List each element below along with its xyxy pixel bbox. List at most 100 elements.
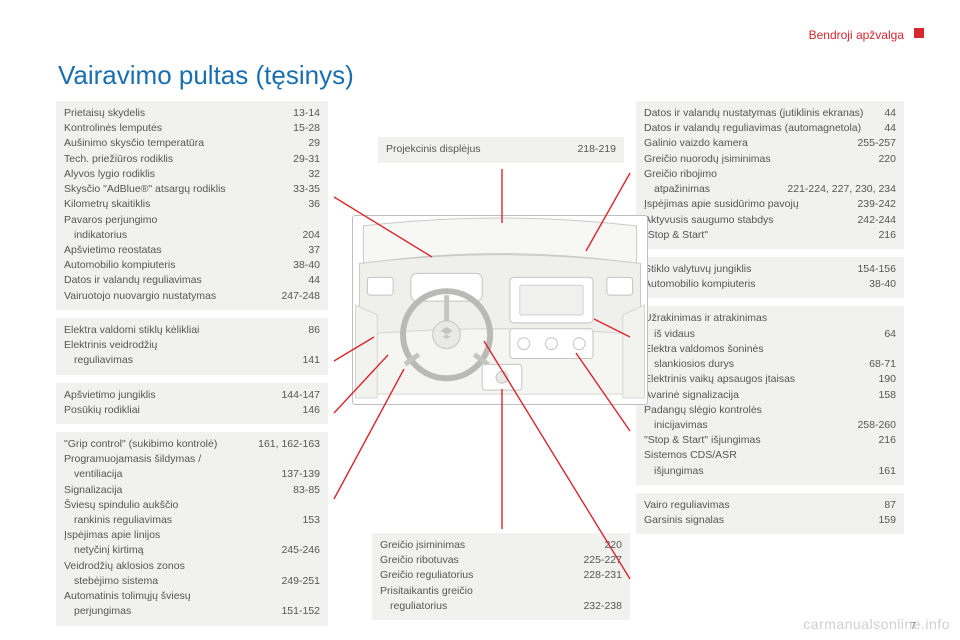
- index-row: Garsinis signalas159: [644, 513, 896, 528]
- index-label: "Grip control" (sukibimo kontrolė): [64, 437, 258, 452]
- index-label: inicijavimas: [644, 418, 857, 433]
- index-row: atpažinimas221-224, 227, 230, 234: [644, 182, 896, 197]
- index-label: Datos ir valandų reguliavimas (automagne…: [644, 121, 884, 136]
- index-page-ref: 36: [308, 197, 320, 212]
- index-row: Datos ir valandų reguliavimas44: [64, 273, 320, 288]
- index-row: Pavaros perjungimo: [64, 213, 320, 228]
- index-label: "Stop & Start" išjungimas: [644, 433, 878, 448]
- index-label: Elektrinis veidrodžių: [64, 338, 320, 353]
- index-block: Apšvietimo jungiklis144-147Posūkių rodik…: [56, 383, 328, 424]
- index-label: Įspėjimas apie linijos: [64, 528, 320, 543]
- index-row: Greičio ribojimo: [644, 167, 896, 182]
- index-page-ref: 153: [302, 513, 320, 528]
- index-row: Veidrodžių aklosios zonos: [64, 559, 320, 574]
- index-page-ref: 216: [878, 228, 896, 243]
- index-label: Skysčio "AdBlue®" atsargų rodiklis: [64, 182, 293, 197]
- index-row: inicijavimas258-260: [644, 418, 896, 433]
- index-label: Stiklo valytuvų jungiklis: [644, 262, 857, 277]
- index-row: Datos ir valandų reguliavimas (automagne…: [644, 121, 896, 136]
- index-label: Galinio vaizdo kamera: [644, 136, 857, 151]
- left-column: Prietaisų skydelis13-14Kontrolinės lempu…: [56, 101, 328, 634]
- index-row: Kilometrų skaitiklis36: [64, 197, 320, 212]
- index-label: Prisitaikantis greičio: [380, 584, 622, 599]
- index-label: Automobilio kompiuteris: [644, 277, 869, 292]
- index-row: Užrakinimas ir atrakinimas: [644, 311, 896, 326]
- index-page-ref: 13-14: [293, 106, 320, 121]
- index-row: Elektrinis vaikų apsaugos įtaisas190: [644, 372, 896, 387]
- index-label: Šviesų spindulio aukščio: [64, 498, 320, 513]
- index-row: Prietaisų skydelis13-14: [64, 106, 320, 121]
- index-row: stebėjimo sistema249-251: [64, 574, 320, 589]
- index-row: Alyvos lygio rodiklis32: [64, 167, 320, 182]
- index-row: Automobilio kompiuteris38-40: [64, 258, 320, 273]
- index-page-ref: 86: [308, 323, 320, 338]
- index-row: Apšvietimo reostatas37: [64, 243, 320, 258]
- index-label: ventiliacija: [64, 467, 281, 482]
- page-number: 7: [910, 621, 916, 632]
- index-row: Sistemos CDS/ASR: [644, 448, 896, 463]
- index-row: Kontrolinės lemputės15-28: [64, 121, 320, 136]
- index-label: reguliavimas: [64, 353, 302, 368]
- index-label: išjungimas: [644, 464, 878, 479]
- index-row: Vairuotojo nuovargio nustatymas247-248: [64, 289, 320, 304]
- watermark: carmanualsonline.info: [803, 616, 950, 632]
- index-label: rankinis reguliavimas: [64, 513, 302, 528]
- index-row: Automatinis tolimųjų šviesų: [64, 589, 320, 604]
- index-label: Greičio nuorodų įsiminimas: [644, 152, 878, 167]
- index-label: Apšvietimo reostatas: [64, 243, 308, 258]
- index-label: Datos ir valandų reguliavimas: [64, 273, 308, 288]
- index-row: Elektra valdomi stiklų kėlikliai86: [64, 323, 320, 338]
- dashboard-svg: [353, 216, 647, 404]
- index-page-ref: 245-246: [281, 543, 320, 558]
- index-row: Padangų slėgio kontrolės: [644, 403, 896, 418]
- index-row: reguliatorius232-238: [380, 599, 622, 614]
- index-row: netyčinį kirtimą245-246: [64, 543, 320, 558]
- index-row: Programuojamasis šildymas /: [64, 452, 320, 467]
- index-page-ref: 158: [878, 388, 896, 403]
- index-row: Signalizacija83-85: [64, 483, 320, 498]
- index-row: slankiosios durys68-71: [644, 357, 896, 372]
- index-row: Posūkių rodikliai146: [64, 403, 320, 418]
- index-row: išjungimas161: [644, 464, 896, 479]
- index-row: Prisitaikantis greičio: [380, 584, 622, 599]
- index-row: Elektra valdomos šoninės: [644, 342, 896, 357]
- index-page-ref: 33-35: [293, 182, 320, 197]
- index-label: Posūkių rodikliai: [64, 403, 302, 418]
- index-row: Greičio nuorodų įsiminimas220: [644, 152, 896, 167]
- index-row: indikatorius204: [64, 228, 320, 243]
- index-page-ref: 216: [878, 433, 896, 448]
- index-page-ref: 151-152: [281, 604, 320, 619]
- index-row: Vairo reguliavimas87: [644, 498, 896, 513]
- index-page-ref: 29-31: [293, 152, 320, 167]
- index-page-ref: 44: [308, 273, 320, 288]
- index-row: Apšvietimo jungiklis144-147: [64, 388, 320, 403]
- index-label: netyčinį kirtimą: [64, 543, 281, 558]
- index-page-ref: 83-85: [293, 483, 320, 498]
- index-row: Aušinimo skysčio temperatūra29: [64, 136, 320, 151]
- index-row: "Stop & Start"216: [644, 228, 896, 243]
- index-page-ref: 44: [884, 121, 896, 136]
- index-block: "Grip control" (sukibimo kontrolė)161, 1…: [56, 432, 328, 626]
- index-page-ref: 249-251: [281, 574, 320, 589]
- index-row: Šviesų spindulio aukščio: [64, 498, 320, 513]
- index-row: Elektrinis veidrodžių: [64, 338, 320, 353]
- index-page-ref: 15-28: [293, 121, 320, 136]
- index-label: Veidrodžių aklosios zonos: [64, 559, 320, 574]
- index-row: Galinio vaizdo kamera255-257: [644, 136, 896, 151]
- index-page-ref: 144-147: [281, 388, 320, 403]
- index-page-ref: 204: [302, 228, 320, 243]
- index-row: iš vidaus64: [644, 327, 896, 342]
- index-page-ref: 242-244: [857, 213, 896, 228]
- index-label: Garsinis signalas: [644, 513, 878, 528]
- index-label: Elektra valdomos šoninės: [644, 342, 896, 357]
- index-page-ref: 64: [884, 327, 896, 342]
- index-label: Automobilio kompiuteris: [64, 258, 293, 273]
- index-label: Greičio reguliatorius: [380, 568, 583, 583]
- index-page-ref: 220: [878, 152, 896, 167]
- index-row: Greičio ribotuvas225-227: [380, 553, 622, 568]
- index-page-ref: 37: [308, 243, 320, 258]
- index-page-ref: 154-156: [857, 262, 896, 277]
- index-block: Užrakinimas ir atrakinimasiš vidaus64Ele…: [636, 306, 904, 484]
- corner-marker: [914, 28, 924, 38]
- index-label: Sistemos CDS/ASR: [644, 448, 896, 463]
